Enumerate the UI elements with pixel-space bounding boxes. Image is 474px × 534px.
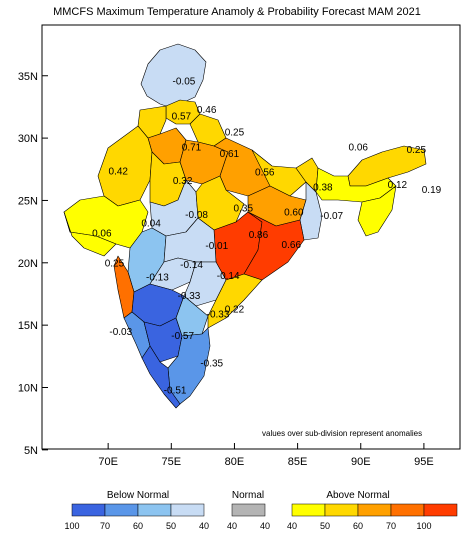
lat-tick-label: 35N (18, 71, 38, 83)
legend-tick-normal: 40 (260, 521, 270, 531)
legend-below-title: Below Normal (107, 490, 169, 501)
legend-swatch-above (357, 503, 392, 517)
lon-tick-label: 90E (351, 456, 371, 468)
region-assam (315, 167, 397, 203)
map-note: values over sub-division represent anoma… (262, 429, 422, 438)
region-gujarat (63, 195, 149, 249)
region-gangetic-wb (299, 181, 323, 241)
map-title: MMCFS Maximum Temperature Anamoly & Prob… (53, 6, 421, 18)
anomaly-label: -0.05 (173, 76, 196, 87)
region-uttarakhand (189, 113, 227, 147)
region-odisha (243, 211, 305, 281)
legend-tick-below: 40 (199, 521, 209, 531)
legend-swatch-below (104, 503, 139, 517)
lon-tick-label: 70E (98, 456, 118, 468)
anomaly-label: 0.71 (182, 143, 202, 154)
legend-swatch-below (71, 503, 106, 517)
anomaly-label: 0.12 (388, 180, 408, 191)
legend: Below Normal Normal Above Normal 100 70 60… (64, 490, 458, 531)
anomaly-label: 0.38 (313, 182, 333, 193)
anomaly-label: 0.32 (173, 176, 193, 187)
anomaly-label: 0.42 (109, 166, 129, 177)
anomaly-label: 0.06 (348, 143, 368, 154)
anomaly-label: 0.19 (422, 185, 442, 196)
legend-swatch-above (423, 503, 458, 517)
legend-tick-normal: 40 (227, 521, 237, 531)
anomaly-label: 0.60 (284, 207, 304, 218)
legend-tick-above: 60 (353, 521, 363, 531)
anomaly-label: 0.46 (197, 105, 217, 116)
legend-tick-below: 70 (100, 521, 110, 531)
region-nmmt (357, 185, 397, 237)
region-tamil-nadu (167, 327, 211, 405)
lon-tick-label: 75E (162, 456, 182, 468)
anomaly-label: -0.33 (207, 310, 230, 321)
legend-swatch-above (291, 503, 326, 517)
anomaly-label: -0.51 (164, 386, 187, 397)
legend-swatch-above (324, 503, 359, 517)
legend-swatch-below (137, 503, 172, 517)
legend-normal-title: Normal (232, 490, 264, 501)
anomaly-label: -0.08 (185, 210, 208, 221)
anomaly-label: 0.56 (255, 168, 275, 179)
india-map (63, 43, 427, 409)
anomaly-label: -0.01 (205, 241, 228, 252)
anomaly-label: -0.33 (178, 291, 201, 302)
anomaly-label: 0.66 (282, 240, 302, 251)
anomaly-label: -0.07 (320, 211, 343, 222)
lat-tick-label: 5N (24, 445, 38, 457)
lat-tick-label: 15N (18, 320, 38, 332)
anomaly-label: 0.61 (220, 149, 240, 160)
anomaly-labels: -0.05 0.46 0.57 0.25 0.71 0.61 0.06 0.25 0.42 0.3… (92, 76, 442, 396)
region-west-rajasthan (97, 125, 153, 207)
anomaly-label: -0.13 (146, 272, 169, 283)
anomaly-label: -0.03 (109, 327, 132, 338)
legend-tick-above: 100 (416, 521, 431, 531)
legend-above-title: Above Normal (326, 490, 389, 501)
anomaly-label: 0.04 (141, 219, 161, 230)
legend-swatch-below (170, 503, 205, 517)
anomaly-label: 0.25 (225, 128, 245, 139)
anomaly-label: 0.35 (234, 204, 254, 215)
lon-tick-label: 85E (288, 456, 308, 468)
region-saurashtra (63, 211, 117, 257)
anomaly-label: 0.57 (172, 111, 192, 122)
anomaly-label: -0.14 (180, 260, 203, 271)
anomaly-label: -0.35 (200, 358, 223, 369)
lat-tick-label: 10N (18, 383, 38, 395)
lon-tick-label: 80E (225, 456, 245, 468)
lat-tick-label: 25N (18, 195, 38, 207)
legend-tick-above: 70 (386, 521, 396, 531)
plot-frame (41, 24, 461, 450)
anomaly-label: 0.22 (225, 305, 245, 316)
anomaly-label: 0.25 (407, 145, 427, 156)
lat-tick-label: 20N (18, 258, 38, 270)
region-telangana (183, 261, 227, 307)
legend-tick-below: 60 (133, 521, 143, 531)
region-coastal-ap (207, 273, 263, 329)
legend-tick-below: 50 (166, 521, 176, 531)
legend-swatch-above (390, 503, 425, 517)
lat-tick-label: 30N (18, 133, 38, 145)
anomaly-label: -0.57 (171, 331, 194, 342)
axis-ticks: 35N30N25N20N15N10N5N70E75E80E85E90E95E10… (18, 71, 434, 468)
region-jammu-kashmir (140, 43, 207, 109)
legend-tick-above: 40 (287, 521, 297, 531)
lon-tick-label: 95E (414, 456, 434, 468)
anomaly-label: -0.14 (217, 271, 240, 282)
anomaly-label: 0.25 (105, 259, 125, 270)
region-kerala (141, 345, 181, 409)
legend-swatch-normal (231, 503, 266, 517)
anomaly-label: 0.86 (249, 230, 269, 241)
anomaly-label: 0.06 (92, 229, 112, 240)
legend-tick-above: 50 (320, 521, 330, 531)
legend-tick-below: 100 (64, 521, 79, 531)
